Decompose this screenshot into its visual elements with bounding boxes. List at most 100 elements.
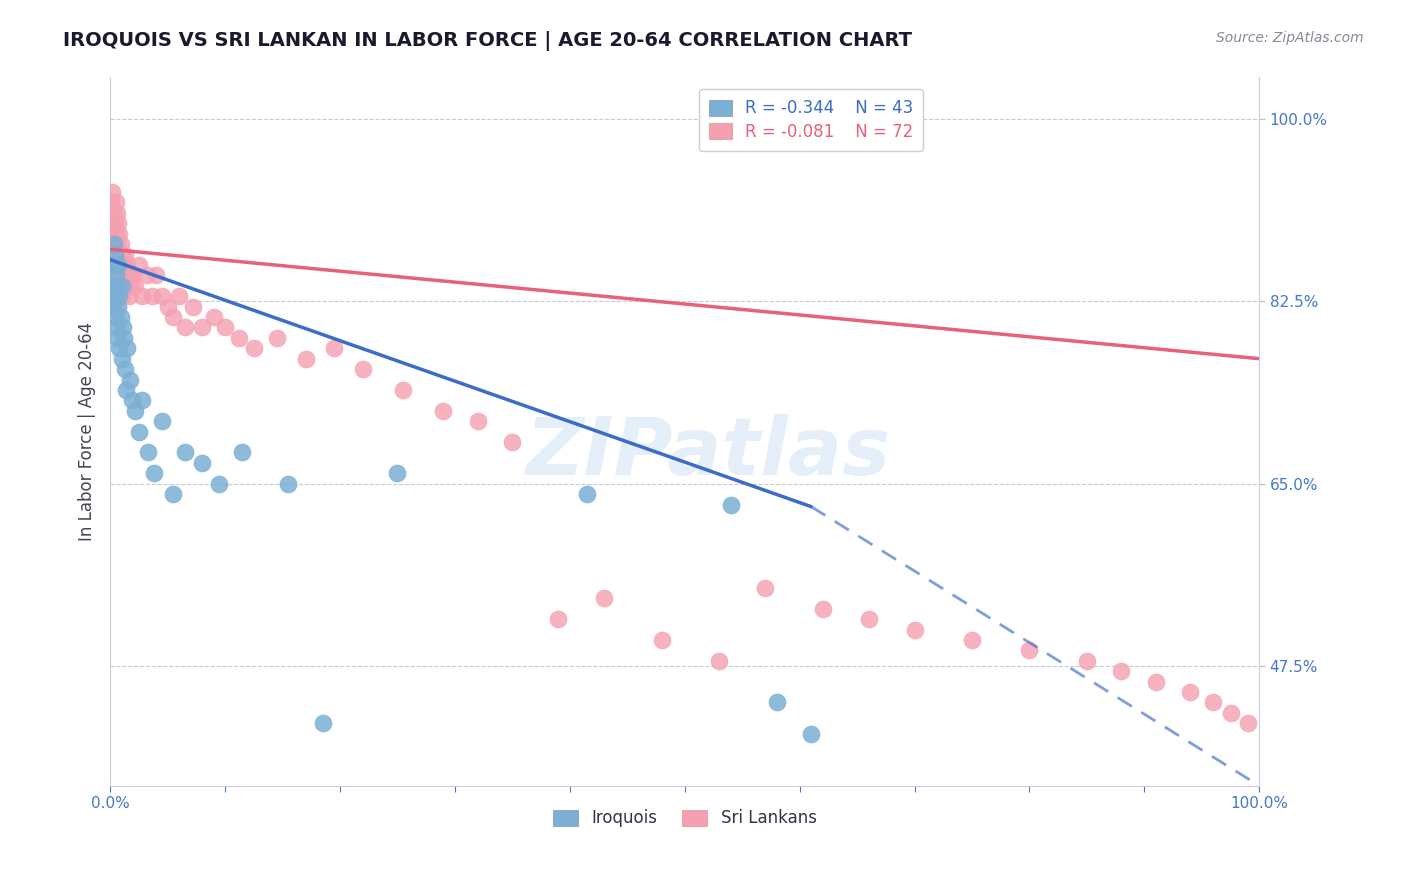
Point (156, 300, 179, 314)
Point (352, 362, 374, 376)
Point (392, 383, 415, 397)
Text: ZIPatlas: ZIPatlas (526, 414, 890, 491)
Point (547, 612, 569, 626)
Point (111, 320, 134, 334)
Point (1219, 706, 1241, 720)
Point (191, 456, 214, 470)
Point (131, 393, 153, 408)
Point (1180, 685, 1202, 699)
Point (387, 467, 409, 481)
Point (1236, 716, 1258, 731)
Point (111, 258, 134, 272)
Point (101, 278, 124, 293)
Point (104, 247, 127, 261)
Point (765, 696, 787, 710)
Point (1202, 696, 1225, 710)
Point (150, 414, 173, 428)
Point (231, 445, 253, 459)
Point (104, 227, 127, 241)
Point (112, 331, 135, 345)
Point (103, 237, 125, 252)
Point (117, 289, 139, 303)
Point (1111, 664, 1133, 678)
Point (104, 310, 127, 324)
Point (110, 310, 132, 324)
Text: IROQUOIS VS SRI LANKAN IN LABOR FORCE | AGE 20-64 CORRELATION CHART: IROQUOIS VS SRI LANKAN IN LABOR FORCE | … (63, 31, 912, 51)
Point (118, 372, 141, 386)
Point (709, 654, 731, 668)
Point (124, 278, 146, 293)
Point (104, 216, 127, 230)
Point (208, 476, 231, 491)
Point (131, 289, 153, 303)
Point (117, 341, 139, 355)
Point (104, 195, 127, 210)
Point (266, 331, 288, 345)
Point (128, 258, 150, 272)
Point (124, 404, 146, 418)
Point (114, 362, 136, 376)
Point (108, 268, 131, 283)
Point (107, 258, 129, 272)
Point (105, 237, 128, 252)
Point (501, 435, 523, 450)
Point (115, 278, 138, 293)
Point (128, 425, 150, 439)
Point (100, 227, 122, 241)
Point (162, 487, 184, 501)
Point (720, 498, 742, 512)
Point (651, 632, 673, 647)
Point (167, 289, 190, 303)
Point (107, 216, 129, 230)
Point (104, 268, 127, 283)
Point (277, 476, 299, 491)
Point (117, 258, 139, 272)
Legend: Iroquois, Sri Lankans: Iroquois, Sri Lankans (547, 803, 824, 834)
Point (576, 487, 599, 501)
Point (100, 195, 122, 210)
Point (121, 393, 143, 408)
Point (107, 300, 129, 314)
Point (108, 341, 131, 355)
Point (104, 247, 127, 261)
Point (467, 414, 489, 428)
Point (202, 310, 225, 324)
Point (1018, 643, 1040, 657)
Point (104, 258, 127, 272)
Point (110, 278, 132, 293)
Point (858, 612, 880, 626)
Point (103, 206, 125, 220)
Point (114, 247, 136, 261)
Point (111, 278, 134, 293)
Point (112, 268, 135, 283)
Point (107, 258, 129, 272)
Point (136, 445, 159, 459)
Text: Source: ZipAtlas.com: Source: ZipAtlas.com (1216, 31, 1364, 45)
Point (960, 632, 983, 647)
Point (1076, 654, 1098, 668)
Point (122, 268, 145, 283)
Point (115, 383, 138, 397)
Point (100, 258, 122, 272)
Point (191, 320, 214, 334)
Point (811, 601, 834, 615)
Point (432, 404, 454, 418)
Point (173, 445, 195, 459)
Point (105, 278, 128, 293)
Point (120, 278, 142, 293)
Point (145, 268, 167, 283)
Point (118, 268, 141, 283)
Point (754, 581, 776, 595)
Point (142, 467, 165, 481)
Point (105, 206, 128, 220)
Point (312, 716, 335, 731)
Point (104, 320, 127, 334)
Point (136, 268, 159, 283)
Point (181, 300, 204, 314)
Point (903, 623, 925, 637)
Point (593, 591, 616, 606)
Point (323, 341, 346, 355)
Point (243, 341, 266, 355)
Point (173, 320, 195, 334)
Point (111, 247, 134, 261)
